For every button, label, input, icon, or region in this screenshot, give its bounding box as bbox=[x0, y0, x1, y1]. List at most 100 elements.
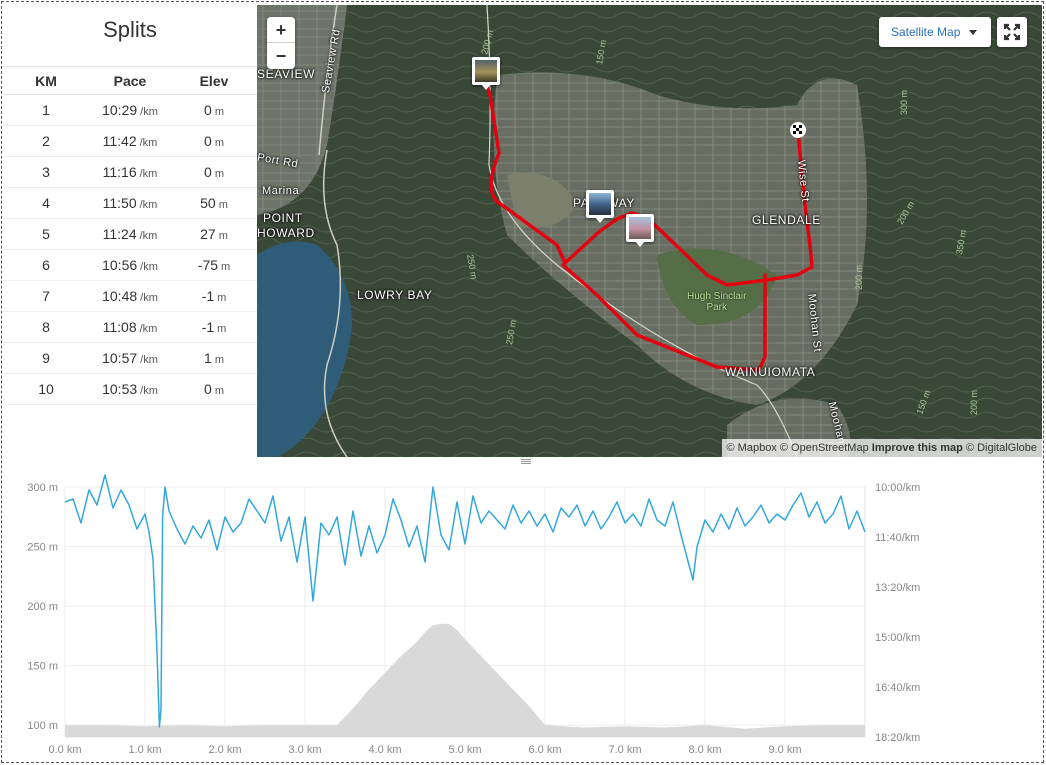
route-map[interactable]: 200 m 150 m 250 m 300 m 200 m 350 m 200 … bbox=[257, 5, 1042, 457]
split-pace-value: 11:24 bbox=[102, 226, 137, 242]
x-tick-label: 1.0 km bbox=[128, 744, 161, 756]
split-km: 5 bbox=[3, 218, 89, 250]
attribution-mapbox[interactable]: © Mapbox bbox=[726, 442, 777, 454]
photo-thumbnail bbox=[475, 60, 497, 82]
place-label-marina: Marina bbox=[262, 185, 300, 197]
contour-label: 250 m bbox=[465, 254, 479, 280]
splits-body: 1 10:29/km 0 m 2 11:42/km 0 m 3 11:16/km 0 m 4 11:50/… bbox=[3, 94, 257, 405]
sea-area bbox=[257, 241, 352, 457]
split-elev-value: -1 bbox=[201, 319, 215, 335]
split-km: 1 bbox=[3, 94, 89, 126]
split-elev: -1 m bbox=[171, 311, 257, 343]
split-pace: 11:16/km bbox=[89, 156, 171, 188]
pace-tick-label: 13:20/km bbox=[875, 582, 920, 594]
photo-marker[interactable] bbox=[472, 57, 500, 90]
split-row: 1 10:29/km 0 m bbox=[3, 94, 257, 126]
split-elev-value: 0 bbox=[204, 133, 212, 149]
split-elev: 27 m bbox=[171, 218, 257, 250]
split-row: 3 11:16/km 0 m bbox=[3, 156, 257, 188]
attribution-digitalglobe[interactable]: © DigitalGlobe bbox=[965, 442, 1037, 454]
split-elev-value: 1 bbox=[204, 350, 212, 366]
split-row: 6 10:56/km -75 m bbox=[3, 249, 257, 281]
split-pace: 10:29/km bbox=[89, 94, 171, 126]
pace-unit: /km bbox=[139, 323, 158, 335]
split-elev-value: -1 bbox=[201, 288, 215, 304]
split-elev-value: 0 bbox=[204, 381, 212, 397]
zoom-control: + − bbox=[267, 17, 295, 69]
route-line bbox=[483, 78, 814, 372]
split-pace-value: 11:16 bbox=[102, 164, 137, 180]
zoom-out-button[interactable]: − bbox=[275, 46, 287, 66]
split-pace-value: 10:48 bbox=[102, 288, 138, 304]
contour-label: 300 m bbox=[899, 90, 909, 115]
fullscreen-button[interactable] bbox=[997, 17, 1027, 47]
split-elev-value: 0 bbox=[204, 164, 212, 180]
split-elev-value: 27 bbox=[200, 226, 216, 242]
pace-tick-label: 11:40/km bbox=[875, 532, 919, 544]
elev-unit: m bbox=[217, 292, 227, 304]
x-tick-label: 9.0 km bbox=[768, 744, 801, 756]
chevron-down-icon bbox=[969, 30, 977, 35]
pace-line bbox=[64, 474, 866, 728]
zoom-in-button[interactable]: + bbox=[267, 17, 295, 43]
split-pace-value: 11:42 bbox=[102, 133, 137, 149]
elev-unit: m bbox=[214, 385, 224, 397]
photo-marker[interactable] bbox=[626, 214, 654, 247]
split-pace: 11:08/km bbox=[89, 311, 171, 343]
split-row: 8 11:08/km -1 m bbox=[3, 311, 257, 343]
x-tick-label: 4.0 km bbox=[368, 744, 401, 756]
split-row: 5 11:24/km 27 m bbox=[3, 218, 257, 250]
contour-label: 250 m bbox=[504, 319, 518, 345]
split-pace-value: 11:50 bbox=[102, 195, 137, 211]
place-label-glendale: GLENDALE bbox=[752, 213, 821, 227]
drag-handle-icon[interactable] bbox=[521, 459, 531, 464]
place-label-lowry-bay: LOWRY BAY bbox=[357, 288, 433, 302]
photo-thumbnail bbox=[629, 217, 651, 239]
pace-unit: /km bbox=[140, 354, 158, 366]
chart-svg: 0.0 km 1.0 km 2.0 km 3.0 km 4.0 km 5.0 km 6.0 … bbox=[27, 474, 920, 756]
contour-label: 350 m bbox=[954, 229, 968, 255]
place-label-seaview: SEAVIEW bbox=[257, 67, 315, 81]
header-km: KM bbox=[3, 66, 89, 95]
split-pace: 10:56/km bbox=[89, 249, 171, 281]
pace-unit: /km bbox=[140, 385, 158, 397]
elev-unit: m bbox=[218, 230, 228, 242]
elev-unit: m bbox=[217, 323, 227, 335]
photo-marker[interactable] bbox=[586, 190, 614, 223]
y-tick-label: 300 m bbox=[27, 482, 58, 494]
split-elev-value: 0 bbox=[204, 102, 212, 118]
splits-header-row: KM Pace Elev bbox=[3, 66, 257, 95]
improve-map-link[interactable]: Improve this map bbox=[871, 442, 963, 454]
y-tick-label: 100 m bbox=[27, 720, 58, 732]
pace-unit: /km bbox=[139, 168, 158, 180]
elev-unit: m bbox=[214, 137, 224, 149]
split-pace-value: 11:08 bbox=[102, 319, 137, 335]
split-km: 2 bbox=[3, 125, 89, 157]
header-pace: Pace bbox=[89, 66, 171, 95]
split-pace: 11:50/km bbox=[89, 187, 171, 219]
split-row: 7 10:48/km -1 m bbox=[3, 280, 257, 312]
contour-label: 200 m bbox=[854, 265, 864, 290]
park-area bbox=[657, 248, 777, 325]
x-tick-label: 3.0 km bbox=[288, 744, 321, 756]
split-km: 10 bbox=[3, 373, 89, 405]
fullscreen-icon bbox=[1003, 23, 1021, 41]
map-type-dropdown[interactable]: Satellite Map bbox=[879, 17, 991, 47]
map-type-label: Satellite Map bbox=[891, 25, 961, 39]
split-pace: 10:53/km bbox=[89, 373, 171, 405]
split-km: 8 bbox=[3, 311, 89, 343]
elev-unit: m bbox=[214, 168, 224, 180]
pace-tick-label: 16:40/km bbox=[875, 682, 920, 694]
attribution-osm[interactable]: © OpenStreetMap bbox=[779, 442, 869, 454]
park-label-line1: Hugh Sinclair bbox=[687, 291, 747, 302]
park-label-line2: Park bbox=[706, 302, 728, 313]
resize-divider[interactable] bbox=[3, 457, 1042, 467]
x-tick-label: 0.0 km bbox=[48, 744, 81, 756]
split-pace: 11:24/km bbox=[89, 218, 171, 250]
pace-unit: /km bbox=[139, 137, 158, 149]
